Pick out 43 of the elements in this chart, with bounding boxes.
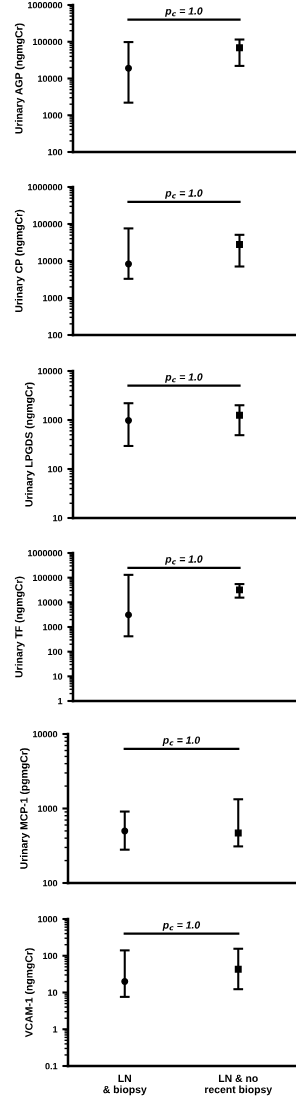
y-tick-label: 10000: [38, 75, 63, 82]
y-tick-label: 0.1: [45, 1062, 58, 1070]
y-tick-label: 1000: [38, 915, 58, 923]
y-tick-label: 100000: [33, 38, 63, 46]
y-tick-label: 100: [43, 952, 58, 960]
y-tick-label: 10000: [38, 367, 63, 375]
y-axis-title: Urinary CP (ngmgCr): [14, 209, 25, 313]
y-tick-label: 1000: [43, 294, 63, 302]
y-axis-title: Urinary LPGDS (ngmgCr): [24, 382, 35, 507]
y-tick-label: 10: [48, 989, 58, 996]
y-tick-label: 1000: [43, 623, 63, 631]
y-tick-label: 10000: [38, 257, 63, 265]
y-tick-label: 1: [58, 698, 63, 705]
annotation: p$_{c}$ = 1.0: [165, 7, 203, 17]
y-tick-label: 100: [48, 465, 63, 473]
y-tick-label: 100: [43, 879, 58, 887]
y-tick-label: 10000: [38, 599, 63, 606]
annotation: p$_{c}$ = 1.0: [165, 555, 203, 565]
y-tick-label: 100000: [33, 220, 63, 228]
y-tick-label: 100: [48, 148, 63, 156]
y-tick-label: 10000: [33, 730, 58, 738]
y-axis-title: VCAM-1 (ngmgCr): [24, 948, 35, 1038]
x-tick-label: LN & biopsy: [103, 1074, 147, 1096]
annotation: p$_{c}$ = 1.0: [165, 189, 203, 199]
y-axis-title: Urinary MCP-1 (pgmgCr): [19, 748, 30, 869]
annotation: p$_{c}$ = 1.0: [162, 921, 201, 931]
y-tick-label: 1000000: [28, 183, 63, 191]
x-tick-label: LN & no recent biopsy: [205, 1074, 273, 1096]
y-tick-label: 1000: [38, 805, 58, 812]
y-tick-label: 1000: [43, 112, 63, 119]
annotation: p$_{c}$ = 1.0: [165, 373, 203, 383]
y-tick-label: 1000: [43, 416, 63, 424]
y-tick-label: 100: [48, 648, 63, 656]
y-tick-label: 10: [53, 514, 63, 522]
y-tick-label: 1000000: [28, 549, 63, 557]
y-tick-label: 100000: [33, 574, 63, 582]
y-axis-title: Urinary AGP (ngmgCr): [14, 23, 25, 134]
y-tick-label: 1: [53, 1026, 58, 1033]
y-tick-label: 1000000: [28, 1, 63, 9]
annotation: p$_{c}$ = 1.0: [162, 736, 201, 746]
y-tick-label: 100: [48, 331, 63, 339]
y-axis-title: Urinary TF (ngmgCr): [14, 576, 25, 678]
y-tick-label: 10: [53, 673, 63, 680]
